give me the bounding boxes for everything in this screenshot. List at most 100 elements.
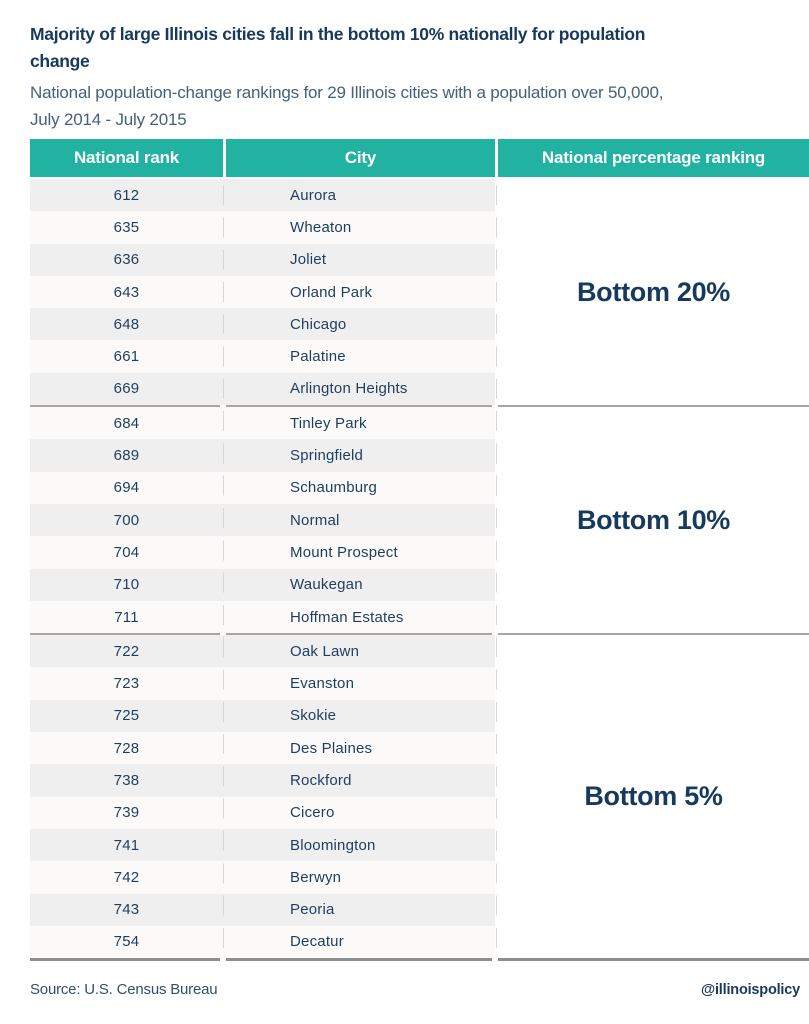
city-cell: Skokie [290, 707, 337, 725]
table-row: 742 Berwyn [30, 861, 495, 894]
rank-cell: 704 [113, 543, 140, 561]
page: Majority of large Illinois cities fall i… [30, 21, 809, 999]
table-row: 648 Chicago [30, 308, 495, 341]
page-subtitle-line-2: July 2014 - July 2015 [30, 110, 187, 129]
table-row: 741 Bloomington [30, 828, 495, 862]
page-subtitle-line-1: National population-change rankings for … [30, 83, 664, 102]
table-row: 711 Hoffman Estates [30, 600, 495, 634]
city-cell: Waukegan [290, 576, 363, 594]
column-header-national-percentage-ranking: National percentage ranking [498, 139, 809, 177]
table-row: 612 Aurora [30, 179, 495, 212]
table-row: 661 Palatine [30, 340, 495, 373]
city-cell: Des Plaines [290, 739, 373, 757]
city-cell: Normal [290, 511, 340, 529]
table-row: 700 Normal [30, 503, 495, 537]
table-group: 612 Aurora 635 Wheaton 636 Joliet 643 Orland Pa… [30, 179, 809, 406]
table-body: 612 Aurora 635 Wheaton 636 Joliet 643 Orland Pa… [30, 179, 809, 959]
rank-cell: 669 [113, 380, 140, 398]
rank-cell: 694 [113, 479, 140, 497]
group-label: Bottom 20% [576, 276, 730, 307]
table-row: 669 Arlington Heights [30, 372, 495, 406]
rank-cell: 723 [113, 675, 140, 693]
group-separator [30, 633, 809, 636]
rank-cell: 648 [113, 315, 140, 333]
percentage-bucket: Bottom 5% [498, 635, 809, 959]
table-row: 725 Skokie [30, 699, 495, 733]
city-cell: Evanston [290, 675, 355, 693]
rank-cell: 636 [113, 251, 140, 269]
table-row: 728 Des Plaines [30, 732, 495, 765]
table-row: 739 Cicero [30, 796, 495, 829]
rank-cell: 728 [113, 739, 140, 757]
group-label: Bottom 10% [576, 504, 730, 535]
rank-cell: 700 [113, 511, 140, 529]
table-row: 643 Orland Park [30, 275, 495, 309]
table-row: 754 Decatur [30, 925, 495, 959]
city-cell: Hoffman Estates [290, 608, 404, 626]
rank-cell: 722 [113, 642, 140, 660]
rank-cell: 711 [114, 608, 139, 626]
table-row: 684 Tinley Park [30, 407, 495, 440]
twitter-handle: @illinoispolicy [701, 982, 800, 999]
rank-cell: 741 [113, 836, 140, 854]
city-cell: Chicago [290, 315, 347, 333]
column-header-national-rank: National rank [30, 139, 223, 177]
city-cell: Wheaton [290, 218, 352, 236]
group-label: Bottom 5% [584, 781, 723, 812]
table-bottom-rule [30, 958, 809, 962]
city-cell: Peoria [290, 901, 335, 919]
rank-cell: 742 [113, 868, 140, 886]
rank-cell: 661 [113, 348, 140, 366]
city-cell: Berwyn [290, 868, 342, 886]
city-cell: Joliet [290, 251, 327, 269]
percentage-bucket: Bottom 10% [498, 407, 809, 634]
rank-cell: 710 [113, 576, 140, 594]
table-group: 722 Oak Lawn 723 Evanston 725 Skokie 728 Des Pl… [30, 635, 809, 959]
rank-cell: 725 [113, 707, 140, 725]
page-title-line-1: Majority of large Illinois cities fall i… [30, 24, 646, 44]
city-cell: Springfield [290, 447, 364, 465]
group-rows: 722 Oak Lawn 723 Evanston 725 Skokie 728 Des Pl… [30, 635, 495, 959]
source-credit: Source: U.S. Census Bureau [30, 981, 218, 999]
city-cell: Orland Park [290, 283, 373, 301]
rank-cell: 754 [113, 933, 140, 951]
table-row: 636 Joliet [30, 243, 495, 276]
table-row: 635 Wheaton [30, 211, 495, 244]
table-row: 710 Waukegan [30, 568, 495, 601]
city-cell: Mount Prospect [290, 543, 398, 561]
city-cell: Aurora [290, 186, 337, 204]
city-cell: Decatur [290, 933, 344, 951]
rank-cell: 643 [113, 283, 140, 301]
page-subtitle: National population-change rankings for … [30, 79, 809, 133]
table-row: 738 Rockford [30, 764, 495, 797]
page-title-line-2: change [30, 51, 90, 71]
table-row: 689 Springfield [30, 439, 495, 472]
city-cell: Cicero [290, 804, 335, 822]
column-header-city: City [226, 139, 495, 177]
table-group: 684 Tinley Park 689 Springfield 694 Schaumbur… [30, 407, 809, 634]
rank-cell: 743 [113, 901, 140, 919]
percentage-bucket: Bottom 20% [498, 179, 809, 406]
city-cell: Tinley Park [290, 414, 367, 432]
table-row: 723 Evanston [30, 667, 495, 700]
rank-cell: 738 [113, 771, 140, 789]
city-cell: Arlington Heights [290, 380, 408, 398]
city-cell: Palatine [290, 348, 346, 366]
rank-cell: 635 [113, 218, 140, 236]
table-row: 694 Schaumburg [30, 471, 495, 504]
rankings-table: National rank City National percentage r… [30, 139, 809, 962]
group-rows: 612 Aurora 635 Wheaton 636 Joliet 643 Orland Pa… [30, 179, 495, 406]
city-cell: Schaumburg [290, 479, 378, 497]
rank-cell: 684 [113, 414, 140, 432]
group-rows: 684 Tinley Park 689 Springfield 694 Schaumbur… [30, 407, 495, 634]
group-separator [30, 405, 809, 408]
city-cell: Oak Lawn [290, 642, 360, 660]
city-cell: Bloomington [290, 836, 376, 854]
table-row: 704 Mount Prospect [30, 536, 495, 569]
city-cell: Rockford [290, 771, 352, 789]
rank-cell: 612 [113, 186, 140, 204]
table-row: 743 Peoria [30, 893, 495, 926]
table-header-row: National rank City National percentage r… [30, 139, 809, 177]
page-title: Majority of large Illinois cities fall i… [30, 21, 809, 75]
rank-cell: 689 [113, 447, 140, 465]
